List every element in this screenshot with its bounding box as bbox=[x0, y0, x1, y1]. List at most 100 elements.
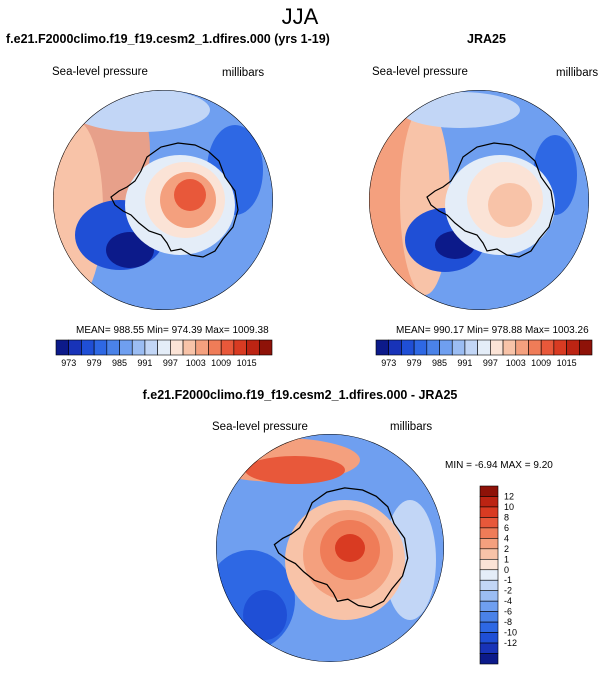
colorbar-swatch bbox=[479, 496, 499, 508]
colorbar-tick-label: -12 bbox=[504, 638, 517, 648]
colorbar-tick-label: 1003 bbox=[186, 358, 206, 368]
panel1-variable-label: Sea-level pressure bbox=[52, 66, 148, 78]
panel3-variable-label: Sea-level pressure bbox=[212, 421, 308, 433]
panel3-title: f.e21.F2000climo.f19_f19.cesm2_1.dfires.… bbox=[142, 388, 458, 402]
colorbar-swatch bbox=[479, 621, 499, 633]
colorbar-swatch bbox=[233, 339, 247, 356]
colorbar-tick-label: 997 bbox=[483, 358, 498, 368]
colorbar-swatch bbox=[553, 339, 567, 356]
colorbar-swatch bbox=[479, 569, 499, 581]
panel2-map bbox=[369, 90, 589, 310]
colorbar-swatch bbox=[515, 339, 529, 356]
colorbar-tick-label: 991 bbox=[137, 358, 152, 368]
colorbar-swatch bbox=[93, 339, 108, 356]
colorbar-swatch bbox=[477, 339, 491, 356]
colorbar-swatch bbox=[479, 548, 499, 560]
colorbar-swatch bbox=[220, 339, 235, 356]
colorbar-tick-label: 6 bbox=[504, 523, 509, 533]
colorbar-swatch bbox=[479, 611, 499, 623]
colorbar-swatch bbox=[528, 339, 542, 356]
colorbar-tick-label: 1015 bbox=[237, 358, 257, 368]
colorbar-tick-label: 985 bbox=[112, 358, 127, 368]
colorbar-tick-label: -8 bbox=[504, 617, 512, 627]
panel2-title: JRA25 bbox=[467, 32, 506, 46]
colorbar-swatch bbox=[426, 339, 440, 356]
colorbar-swatch bbox=[106, 339, 120, 356]
colorbar-tick-label: 0 bbox=[504, 565, 509, 575]
colorbar-tick-label: -1 bbox=[504, 575, 512, 585]
colorbar-swatch bbox=[578, 339, 593, 356]
colorbar-swatch bbox=[479, 653, 499, 665]
colorbar-swatch bbox=[540, 339, 555, 356]
colorbar-swatch bbox=[566, 339, 580, 356]
colorbar-tick-label: 979 bbox=[407, 358, 422, 368]
colorbar-swatch bbox=[375, 339, 390, 356]
colorbar-tick-label: 973 bbox=[61, 358, 76, 368]
colorbar-swatch bbox=[413, 339, 428, 356]
colorbar-swatch bbox=[81, 339, 95, 356]
colorbar-tick-label: 8 bbox=[504, 512, 509, 522]
colorbar-swatch bbox=[401, 339, 415, 356]
panel3-map bbox=[216, 434, 444, 662]
colorbar-swatch bbox=[258, 339, 273, 356]
colorbar-swatch bbox=[131, 339, 146, 356]
colorbar-tick-label: -6 bbox=[504, 607, 512, 617]
colorbar-swatch bbox=[479, 538, 499, 550]
panel1-map bbox=[53, 90, 273, 310]
colorbar-tick-label: -4 bbox=[504, 596, 512, 606]
colorbar-swatch bbox=[182, 339, 197, 356]
panel2-colorbar: 973 979 985 991 997 1003 1009 1015 bbox=[375, 339, 593, 368]
colorbar-swatch bbox=[439, 339, 453, 356]
colorbar-swatch bbox=[246, 339, 260, 356]
colorbar-swatch bbox=[479, 506, 499, 518]
panel3-units-label: millibars bbox=[390, 421, 433, 433]
colorbar-tick-label: 1003 bbox=[506, 358, 526, 368]
colorbar-swatch bbox=[451, 339, 466, 356]
colorbar-swatch bbox=[464, 339, 478, 356]
colorbar-tick-label: 1009 bbox=[211, 358, 231, 368]
colorbar-swatch bbox=[68, 339, 82, 356]
colorbar-swatch bbox=[479, 558, 499, 571]
colorbar-swatch bbox=[479, 590, 499, 602]
colorbar-swatch bbox=[479, 579, 499, 592]
colorbar-tick-label: 10 bbox=[504, 502, 514, 512]
colorbar-tick-label: -2 bbox=[504, 586, 512, 596]
panel2-variable-label: Sea-level pressure bbox=[372, 66, 468, 78]
panel2-stats: MEAN= 990.17 Min= 978.88 Max= 1003.26 bbox=[396, 325, 589, 336]
colorbar-swatch bbox=[479, 642, 499, 654]
panel3-stats: MIN = -6.94 MAX = 9.20 bbox=[445, 460, 553, 471]
colorbar-tick-label: -10 bbox=[504, 628, 517, 638]
colorbar-tick-label: 4 bbox=[504, 533, 509, 543]
colorbar-swatch bbox=[55, 339, 70, 356]
colorbar-tick-label: 12 bbox=[504, 491, 514, 501]
colorbar-tick-label: 1 bbox=[504, 554, 509, 564]
colorbar-swatch bbox=[195, 339, 209, 356]
panel1-title: f.e21.F2000climo.f19_f19.cesm2_1.dfires.… bbox=[6, 32, 330, 46]
colorbar-swatch bbox=[170, 339, 184, 356]
colorbar-tick-label: 2 bbox=[504, 544, 509, 554]
colorbar-swatch bbox=[479, 632, 499, 644]
colorbar-tick-label: 973 bbox=[381, 358, 396, 368]
colorbar-swatch bbox=[479, 600, 499, 612]
colorbar-swatch bbox=[479, 485, 499, 497]
colorbar-swatch bbox=[490, 339, 504, 356]
colorbar-swatch bbox=[479, 527, 499, 539]
colorbar-swatch bbox=[479, 517, 499, 529]
colorbar-tick-label: 997 bbox=[163, 358, 178, 368]
colorbar-swatch bbox=[119, 339, 133, 356]
colorbar-tick-label: 1009 bbox=[531, 358, 551, 368]
panel1-stats: MEAN= 988.55 Min= 974.39 Max= 1009.38 bbox=[76, 325, 269, 336]
colorbar-tick-label: 985 bbox=[432, 358, 447, 368]
colorbar-tick-label: 1015 bbox=[557, 358, 577, 368]
colorbar-swatch bbox=[144, 339, 158, 356]
panel1-units-label: millibars bbox=[222, 67, 265, 79]
colorbar-swatch bbox=[388, 339, 402, 356]
colorbar-swatch bbox=[157, 339, 171, 356]
season-title: JJA bbox=[281, 4, 319, 29]
colorbar-tick-label: 979 bbox=[87, 358, 102, 368]
panel1-colorbar: 973 979 985 991 997 1003 1009 1015 bbox=[55, 339, 273, 368]
colorbar-swatch bbox=[208, 339, 222, 356]
panel2-units-label: millibars bbox=[556, 67, 599, 79]
